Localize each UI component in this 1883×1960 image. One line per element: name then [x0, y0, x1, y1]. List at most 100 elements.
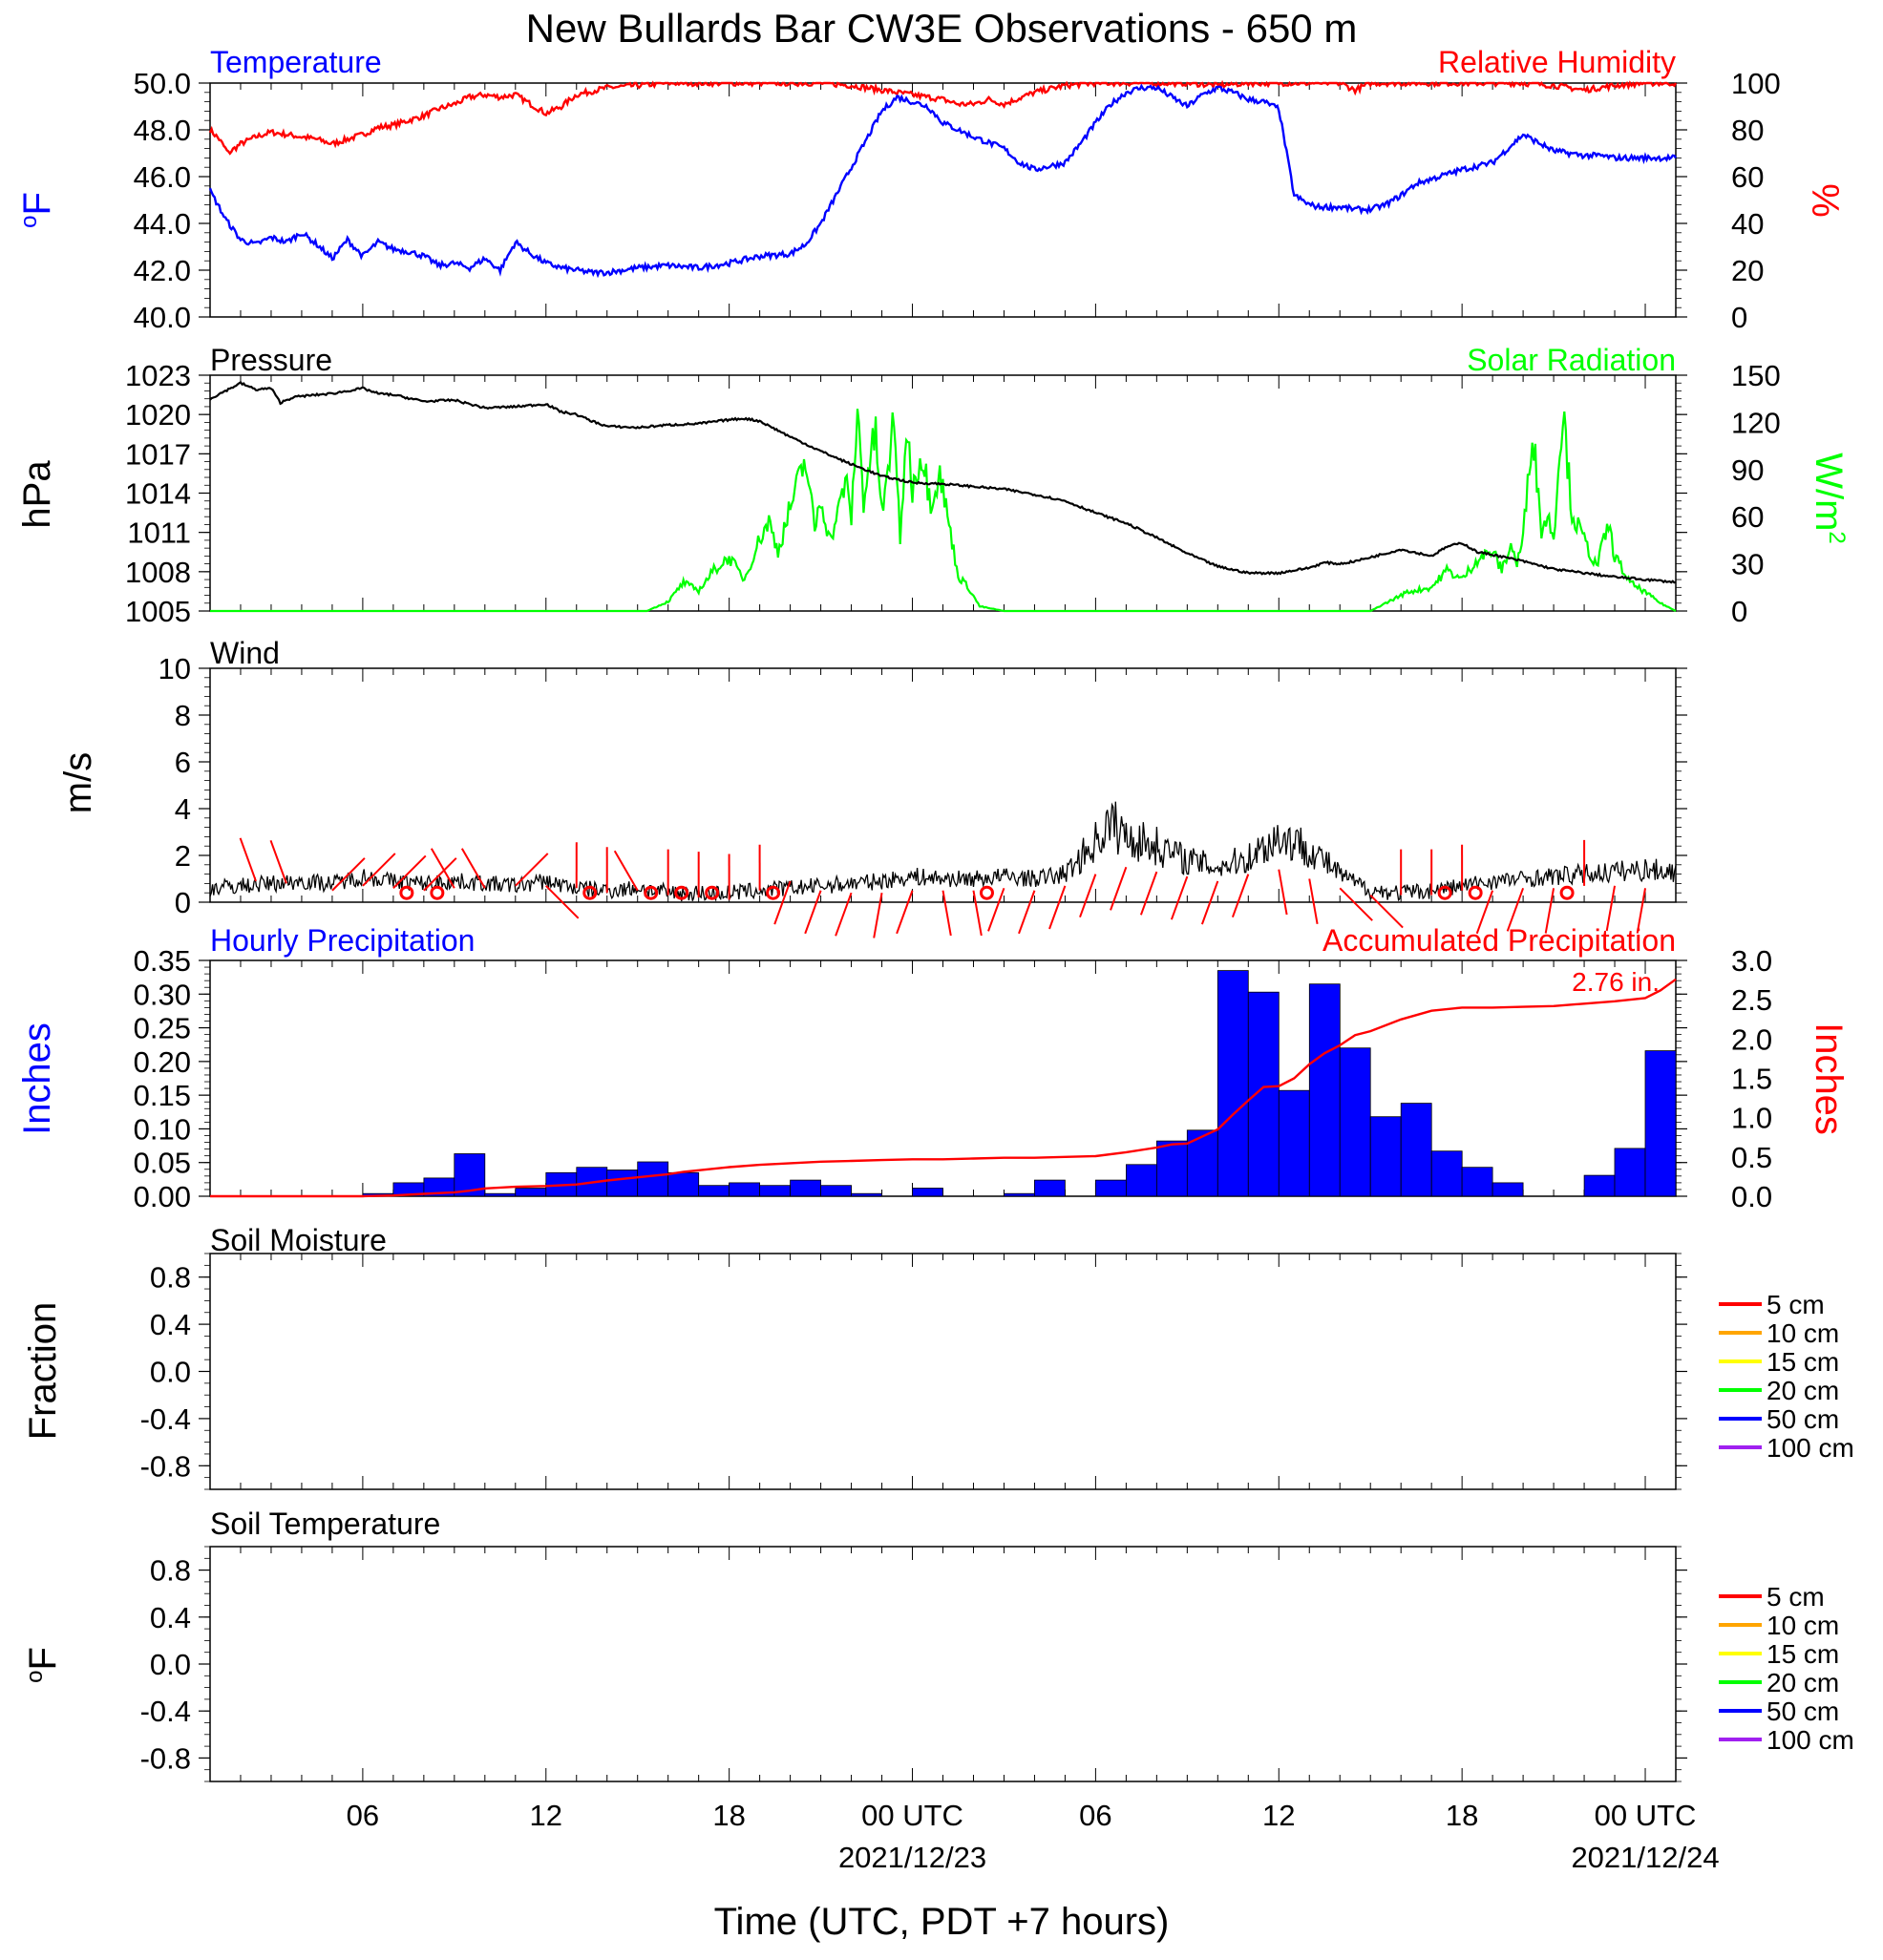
- x-tick-label: 18: [1446, 1799, 1478, 1832]
- hourly-precip-bar: [1430, 1150, 1463, 1197]
- pressure-panel-title: Pressure: [210, 343, 332, 377]
- wind-barb: [1139, 871, 1158, 916]
- precip-ytick-label-right: 2.0: [1731, 1022, 1772, 1056]
- soilm-axes: -0.8 -0.4 0.0 0.4 0.8: [140, 1253, 1687, 1490]
- pres-ytick-label-right: 0: [1731, 595, 1747, 628]
- temp-ytick-label-right: 0: [1731, 301, 1747, 334]
- pres-ytick-label-left: 1020: [125, 398, 191, 432]
- wind-barb: [392, 854, 427, 890]
- temp-ytick-label-left: 46.0: [134, 160, 191, 194]
- precipitation-panel: Hourly Precipitation Accumulated Precipi…: [16, 923, 1850, 1135]
- soil-temperature-axis-label: oF: [22, 1647, 64, 1683]
- soilm-legend-label: 20 cm: [1767, 1376, 1839, 1405]
- hourly-precip-bar: [1247, 991, 1280, 1197]
- precip-ytick-label-right: 0.5: [1731, 1141, 1772, 1174]
- hourly-precip-bar: [1492, 1182, 1524, 1197]
- hourly-precip-title: Hourly Precipitation: [210, 923, 475, 958]
- wind-barb: [1079, 874, 1097, 918]
- wind-ytick-label-left: 10: [159, 652, 191, 685]
- wind-barb: [896, 890, 914, 935]
- wind-barb: [873, 893, 883, 938]
- soilt-ytick-label-left: 0.4: [150, 1601, 191, 1634]
- soilt-frame: [209, 1546, 1677, 1782]
- temp-frame: [209, 82, 1677, 318]
- wind-barb: [1475, 890, 1494, 935]
- soil-temperature-unit-degree: o: [22, 1671, 48, 1683]
- soilm-ytick-label-left: -0.8: [140, 1449, 191, 1483]
- solar-radiation-line: [210, 409, 1677, 613]
- hourly-precip-bar: [1126, 1164, 1157, 1197]
- pres-ytick-label-left: 1023: [125, 359, 191, 392]
- soilm-legend-label: 10 cm: [1767, 1318, 1839, 1348]
- calm-wind-marker: [399, 885, 414, 900]
- hourly-precip-bar: [637, 1161, 669, 1197]
- solar-unit-base: W/m: [1808, 453, 1850, 531]
- wind-ytick-label-left: 2: [175, 839, 191, 873]
- soilm-legend-label: 100 cm: [1767, 1433, 1854, 1463]
- soilt-ytick-label-left: 0.8: [150, 1554, 191, 1588]
- chart-marks: 40.042.044.046.048.050.00204060801001005…: [125, 67, 1854, 1874]
- soilm-frame: [209, 1253, 1677, 1490]
- wind-barb: [331, 857, 366, 892]
- wind-frame: [209, 667, 1677, 903]
- temp-axes: 40.0 42.0 44.0 46.0 48.0 50.0 0 20 40 60 80 100: [134, 67, 1781, 334]
- wind-barb: [1200, 880, 1219, 925]
- soilm-ytick-label-left: 0.0: [150, 1356, 191, 1389]
- wind-barb: [1170, 875, 1189, 920]
- hourly-precip-bar: [1095, 1179, 1127, 1197]
- wind-barb: [1506, 887, 1525, 932]
- accum-precip-title: Accumulated Precipitation: [1322, 923, 1676, 958]
- wind-barb: [835, 892, 853, 937]
- precip-axes: 0.000.050.100.150.200.250.300.35 0.0 0.5 1.…: [134, 944, 1772, 1213]
- wind-barb: [972, 890, 983, 937]
- wind-barb: [613, 850, 639, 892]
- soilm-legend-label: 50 cm: [1767, 1404, 1839, 1434]
- wind-ytick-label-left: 8: [175, 699, 191, 732]
- temp-ytick-label-right: 20: [1731, 254, 1764, 287]
- wind-barb: [1369, 894, 1404, 929]
- hourly-precip-bar: [1644, 1050, 1677, 1197]
- calm-wind-marker: [705, 885, 720, 900]
- wind-barb: [1278, 869, 1288, 916]
- soil-temperature-title: Soil Temperature: [210, 1507, 440, 1541]
- temp-ytick-label-left: 50.0: [134, 67, 191, 100]
- hourly-precip-bar: [1614, 1148, 1646, 1197]
- hourly-precip-bar: [1583, 1174, 1616, 1197]
- x-tick-date-label: 2021/12/23: [838, 1841, 986, 1874]
- precip-ytick-label-right: 0.0: [1731, 1180, 1772, 1213]
- soilt-legend-label: 20 cm: [1767, 1668, 1839, 1697]
- wind-barb: [460, 848, 486, 889]
- precip-ytick-label-right: 3.0: [1731, 944, 1772, 978]
- pres-ytick-label-right: 90: [1731, 453, 1764, 487]
- wind-barb: [1605, 885, 1617, 932]
- wind-ytick-label-left: 0: [175, 886, 191, 919]
- hourly-precip-bar: [820, 1185, 852, 1197]
- temp-ytick-label-left: 40.0: [134, 301, 191, 334]
- soil-temperature-unit-letter: F: [22, 1647, 64, 1670]
- soilm-legend-label: 5 cm: [1767, 1290, 1825, 1319]
- wind-barb: [362, 853, 396, 887]
- temperature-unit-letter: F: [16, 192, 58, 215]
- temp-ytick-label-right: 100: [1731, 67, 1781, 100]
- wind-panel: Wind m/s: [57, 636, 280, 813]
- hourly-precip-bar: [515, 1188, 547, 1197]
- solar-panel-title: Solar Radiation: [1467, 343, 1676, 377]
- accum-precip-annotation: 2.76 in.: [1572, 967, 1660, 997]
- calm-wind-marker: [766, 885, 781, 900]
- accum-precip-axis-label: Inches: [1808, 1022, 1850, 1135]
- x-tick-label: 12: [530, 1799, 562, 1832]
- pressure-line: [209, 380, 1677, 584]
- soilt-ytick-label-left: -0.4: [140, 1695, 191, 1728]
- hourly-precip-bar: [1339, 1047, 1371, 1197]
- x-tick-label: 06: [347, 1799, 379, 1832]
- calm-wind-marker: [674, 885, 689, 900]
- hourly-precip-bar: [1278, 1089, 1310, 1197]
- wind-barb: [1048, 885, 1067, 930]
- hourly-precip-bar: [1034, 1179, 1066, 1197]
- wind-barb: [987, 887, 1005, 932]
- precip-ytick-label-right: 2.5: [1731, 983, 1772, 1017]
- humidity-line: [208, 79, 1678, 156]
